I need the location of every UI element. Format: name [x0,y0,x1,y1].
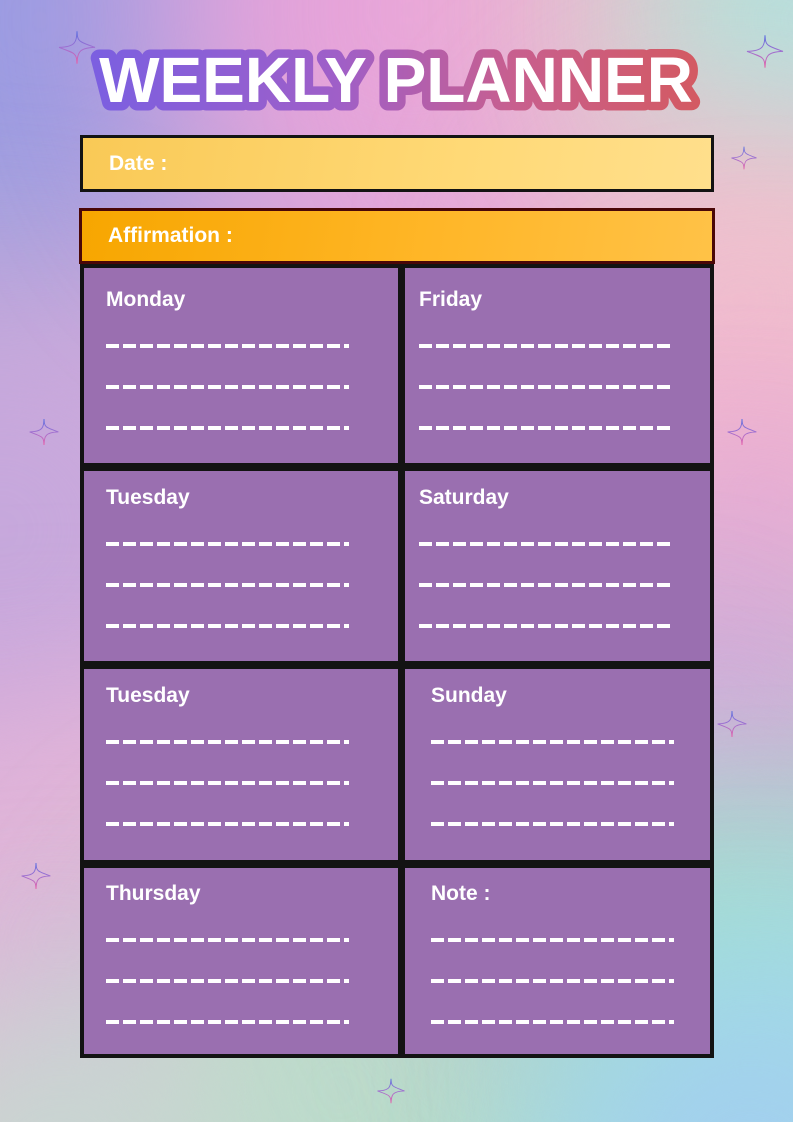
svg-text:WEEKLY PLANNER: WEEKLY PLANNER [99,44,693,116]
